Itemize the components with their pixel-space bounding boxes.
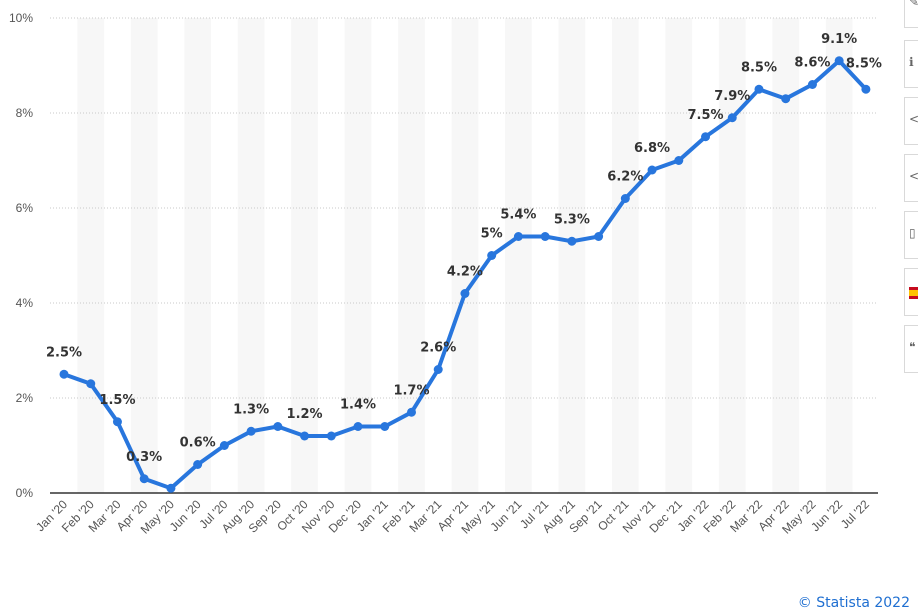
band — [718, 18, 746, 493]
data-point[interactable] — [326, 431, 336, 441]
y-tick-label: 10% — [9, 11, 33, 25]
chart-toolbar: ✎ ℹ < < ▯ ❝ — [904, 0, 918, 375]
data-label: 2.5% — [46, 345, 82, 360]
share-alt-button[interactable]: < — [904, 154, 918, 202]
y-tick-label: 8% — [16, 106, 34, 120]
data-point[interactable] — [487, 251, 497, 260]
data-label: 0.3% — [126, 450, 162, 465]
print-icon: ▯ — [909, 226, 916, 240]
data-label: 6.8% — [634, 141, 670, 156]
statista-credit[interactable]: © Statista 2022 — [797, 595, 910, 611]
band — [184, 18, 212, 493]
band — [665, 18, 693, 493]
data-points — [59, 56, 871, 493]
data-point[interactable] — [433, 365, 443, 374]
y-tick-label: 0% — [16, 486, 34, 500]
data-label: 1.5% — [99, 393, 135, 408]
data-label: 7.5% — [687, 108, 723, 123]
data-label: 8.6% — [794, 56, 830, 71]
data-point[interactable] — [246, 426, 256, 436]
data-label: 5.4% — [500, 208, 536, 223]
data-point[interactable] — [807, 80, 817, 89]
data-label: 1.4% — [340, 398, 376, 413]
band — [558, 18, 586, 493]
data-point[interactable] — [460, 289, 470, 298]
y-tick-label: 4% — [16, 296, 34, 310]
data-label: 1.3% — [233, 402, 269, 417]
data-label: 0.6% — [180, 436, 216, 451]
data-point[interactable] — [754, 84, 764, 94]
data-point[interactable] — [139, 474, 149, 484]
data-point[interactable] — [594, 232, 604, 241]
data-point[interactable] — [300, 431, 310, 441]
language-button[interactable] — [904, 268, 918, 316]
data-point[interactable] — [273, 422, 283, 431]
data-label: 9.1% — [821, 32, 857, 47]
band — [291, 18, 318, 493]
band — [77, 18, 105, 493]
data-point[interactable] — [353, 422, 363, 431]
band — [130, 18, 158, 493]
data-label: 4.2% — [447, 265, 483, 280]
data-label: 8.5% — [741, 60, 777, 75]
data-label: 1.2% — [287, 407, 323, 422]
band — [398, 18, 425, 493]
data-label: 8.5% — [846, 56, 882, 71]
info-icon: ℹ — [909, 55, 914, 69]
data-point[interactable] — [540, 232, 550, 241]
band — [344, 18, 372, 493]
band — [772, 18, 800, 493]
data-label: 6.2% — [607, 170, 643, 185]
data-point[interactable] — [193, 460, 203, 469]
y-tick-label: 6% — [16, 201, 34, 215]
data-point[interactable] — [380, 422, 390, 431]
background-bands — [77, 18, 853, 493]
quote-button[interactable]: ❝ — [904, 325, 918, 373]
share-icon: < — [909, 112, 918, 126]
share-alt-icon: < — [909, 169, 918, 183]
data-point[interactable] — [727, 113, 737, 123]
data-point[interactable] — [513, 232, 523, 241]
data-point[interactable] — [219, 441, 229, 450]
data-point[interactable] — [112, 417, 122, 427]
data-point[interactable] — [86, 379, 96, 389]
quote-icon: ❝ — [909, 340, 916, 354]
data-labels: 2.5% 1.5% 0.3% 0.6% 1.3% 1.2% 1.4% 1.7% 2.6% 4.2%… — [46, 32, 882, 465]
data-label: 2.6% — [420, 341, 456, 356]
x-tick-label: Jul '22 — [838, 497, 872, 531]
band — [237, 18, 265, 493]
data-label: 5.3% — [554, 212, 590, 227]
band — [611, 18, 639, 493]
data-point[interactable] — [834, 56, 844, 66]
data-point[interactable] — [861, 84, 871, 94]
data-point[interactable] — [567, 236, 577, 246]
band — [505, 18, 532, 493]
y-axis-ticks: 0% 2% 4% 6% 8% 10% — [9, 11, 33, 500]
y-tick-label: 2% — [16, 391, 34, 405]
band — [825, 18, 853, 493]
share-button[interactable]: < — [904, 97, 918, 145]
data-point[interactable] — [620, 194, 630, 203]
grid-lines — [50, 17, 878, 494]
flag-icon — [909, 287, 918, 299]
band — [451, 18, 479, 493]
data-label: 1.7% — [393, 383, 429, 398]
data-point[interactable] — [647, 165, 657, 175]
bell-icon: ✎ — [909, 0, 918, 9]
print-button[interactable]: ▯ — [904, 211, 918, 259]
info-button[interactable]: ℹ — [904, 40, 918, 88]
data-label: 7.9% — [714, 89, 750, 104]
data-point[interactable] — [674, 156, 684, 165]
data-point[interactable] — [701, 132, 711, 142]
data-point[interactable] — [406, 407, 416, 417]
bell-button[interactable]: ✎ — [904, 0, 918, 28]
data-label: 5% — [481, 227, 503, 242]
data-point[interactable] — [166, 483, 176, 493]
data-point[interactable] — [59, 369, 69, 379]
data-point[interactable] — [781, 94, 791, 104]
